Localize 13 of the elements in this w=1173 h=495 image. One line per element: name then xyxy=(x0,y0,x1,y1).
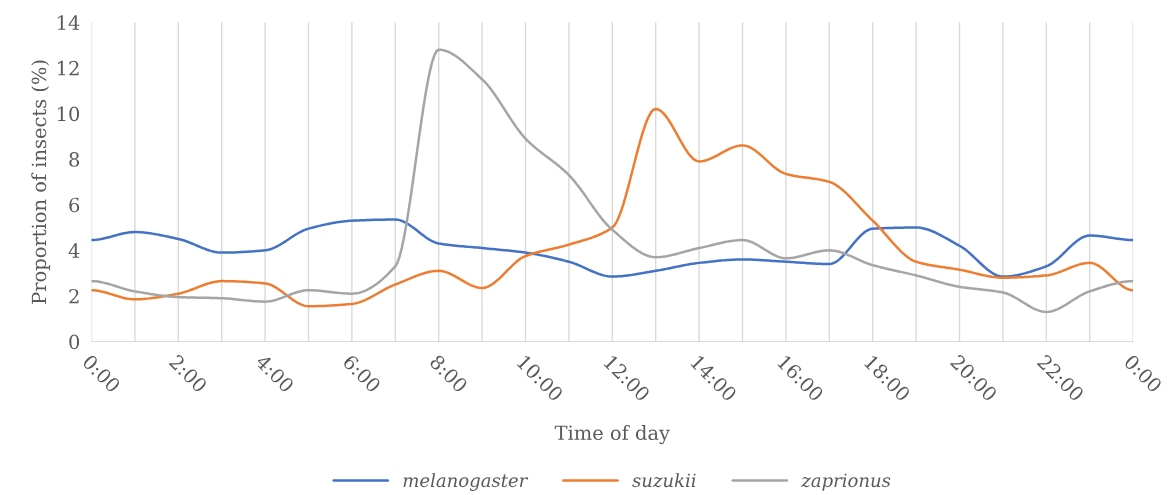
x-axis-title: Time of day xyxy=(554,425,670,445)
y-axis-title: Proportion of insects (%) xyxy=(31,60,51,304)
legend-label: zaprionus xyxy=(801,473,891,491)
y-tick-label: 8 xyxy=(69,152,80,167)
y-tick-label: 0 xyxy=(69,334,80,350)
y-tick-label: 10 xyxy=(58,106,80,122)
legend-label: suzukii xyxy=(632,473,696,488)
y-tick-label: 12 xyxy=(58,60,79,76)
y-tick-label: 6 xyxy=(69,197,80,213)
y-tick-label: 4 xyxy=(68,243,80,258)
legend-label: melanogaster xyxy=(403,473,529,491)
y-tick-label: 14 xyxy=(58,15,80,30)
y-tick-label: 2 xyxy=(69,288,79,304)
